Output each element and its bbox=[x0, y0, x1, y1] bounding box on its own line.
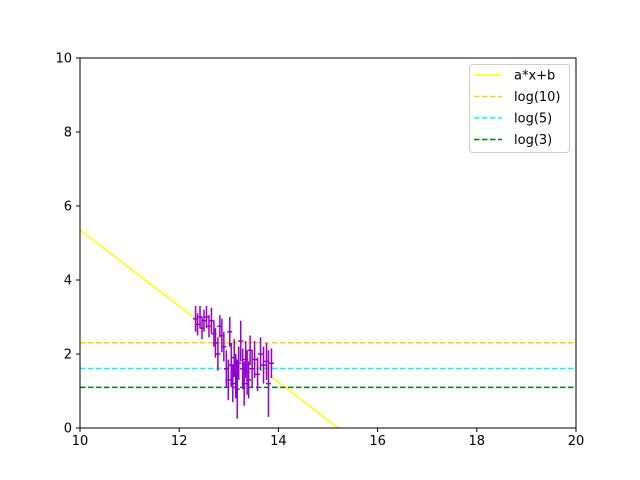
legend-label: a*x+b bbox=[514, 69, 555, 84]
y-tick-label: 2 bbox=[64, 348, 72, 363]
data-point bbox=[234, 359, 240, 419]
data-point bbox=[206, 315, 212, 338]
y-axis: 0 2 4 6 8 10 bbox=[55, 52, 80, 437]
data-point bbox=[261, 346, 266, 384]
legend-label: log(5) bbox=[514, 112, 552, 127]
data-point bbox=[201, 309, 207, 332]
data-point bbox=[241, 361, 247, 406]
data-point bbox=[215, 337, 221, 371]
data-point bbox=[238, 320, 244, 362]
y-tick-label: 0 bbox=[64, 422, 72, 437]
legend-label: log(10) bbox=[514, 90, 561, 105]
x-axis: 10 12 14 16 18 20 bbox=[72, 428, 585, 449]
data-point bbox=[266, 350, 271, 417]
data-point bbox=[258, 337, 264, 371]
data-point bbox=[268, 348, 274, 379]
data-point bbox=[255, 357, 261, 391]
y-tick-label: 8 bbox=[64, 126, 72, 141]
x-tick-label: 14 bbox=[270, 434, 287, 449]
data-point bbox=[221, 331, 227, 362]
data-point bbox=[246, 361, 252, 399]
x-tick-label: 20 bbox=[568, 434, 585, 449]
data-point bbox=[230, 365, 236, 403]
data-point bbox=[225, 359, 231, 401]
errorbar-layer bbox=[193, 305, 274, 419]
x-tick-label: 10 bbox=[72, 434, 89, 449]
data-point bbox=[227, 317, 233, 347]
y-tick-label: 6 bbox=[64, 200, 72, 215]
axes-frame bbox=[79, 57, 577, 429]
x-tick-label: 16 bbox=[369, 434, 386, 449]
legend-box bbox=[469, 64, 570, 153]
x-tick-label: 12 bbox=[171, 434, 188, 449]
data-point bbox=[208, 307, 214, 334]
legend-label: log(3) bbox=[514, 133, 552, 148]
data-point bbox=[204, 305, 209, 329]
x-tick-label: 18 bbox=[469, 434, 486, 449]
legend: a*x+b log(10) log(5) log(3) bbox=[469, 64, 570, 153]
data-point bbox=[249, 350, 255, 388]
y-tick-label: 10 bbox=[55, 52, 72, 67]
data-point bbox=[252, 341, 258, 379]
y-tick-label: 4 bbox=[64, 274, 72, 289]
data-point bbox=[236, 346, 242, 380]
data-point bbox=[212, 328, 218, 358]
